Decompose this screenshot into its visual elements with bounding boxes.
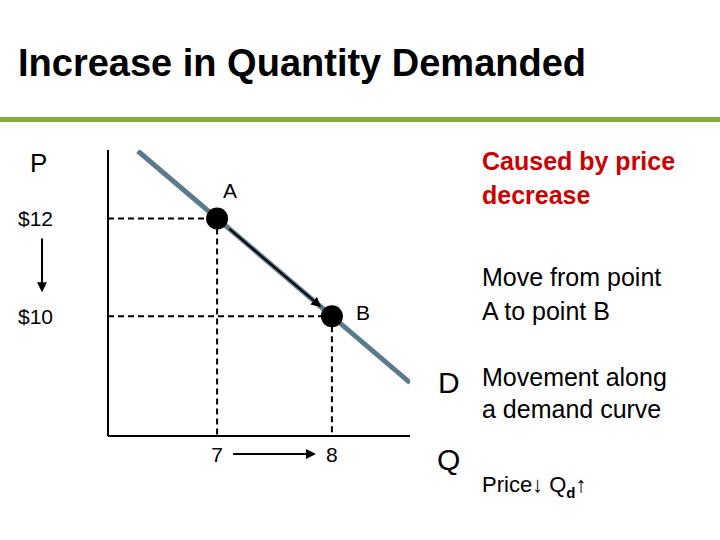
chart: Increase in Quantity Demanded P Q $12 $10 7 8 D… bbox=[0, 0, 720, 540]
y-axis bbox=[107, 150, 109, 436]
point-label: B bbox=[356, 301, 370, 324]
annotation-after: ↑ bbox=[576, 472, 587, 497]
y-tick-label: $12 bbox=[18, 207, 53, 230]
x-tick-label: 7 bbox=[211, 443, 223, 466]
annotation-subscript: d bbox=[566, 484, 575, 501]
background bbox=[0, 0, 720, 540]
points-group bbox=[206, 207, 343, 327]
point-label: A bbox=[223, 179, 237, 202]
x-axis bbox=[108, 435, 410, 437]
title-rule bbox=[0, 117, 720, 122]
annotation: Price↓ Qd↑ bbox=[482, 472, 587, 501]
point bbox=[206, 207, 228, 229]
point bbox=[321, 305, 343, 327]
guide-line-horizontal bbox=[108, 217, 217, 219]
annotation: decrease bbox=[482, 181, 591, 209]
title: Increase in Quantity Demanded bbox=[18, 42, 586, 84]
x-tick-label: 8 bbox=[326, 443, 338, 466]
quantity-arrow bbox=[233, 453, 314, 455]
y-axis-label: P bbox=[30, 148, 47, 178]
annotation: a demand curve bbox=[482, 395, 661, 423]
y-tick-label: $10 bbox=[18, 305, 53, 328]
demand-curve bbox=[138, 151, 410, 383]
guide-line-vertical bbox=[216, 218, 218, 436]
annotation: Move from point bbox=[482, 263, 661, 291]
chart-root: Increase in Quantity Demanded P Q $12 $10 7 8 D… bbox=[0, 0, 720, 540]
curve-label: D bbox=[438, 366, 460, 399]
guide-line-vertical bbox=[331, 316, 333, 436]
annotation-text: Price↓ Q bbox=[482, 472, 566, 497]
price-arrow bbox=[41, 238, 43, 290]
annotation: Movement along bbox=[482, 363, 667, 391]
guide-line-horizontal bbox=[108, 315, 332, 317]
annotation: A to point B bbox=[482, 297, 610, 325]
movement-arrow bbox=[229, 229, 319, 306]
series-group bbox=[138, 151, 410, 383]
annotation: Caused by price bbox=[482, 147, 675, 175]
x-axis-label: Q bbox=[437, 443, 460, 476]
